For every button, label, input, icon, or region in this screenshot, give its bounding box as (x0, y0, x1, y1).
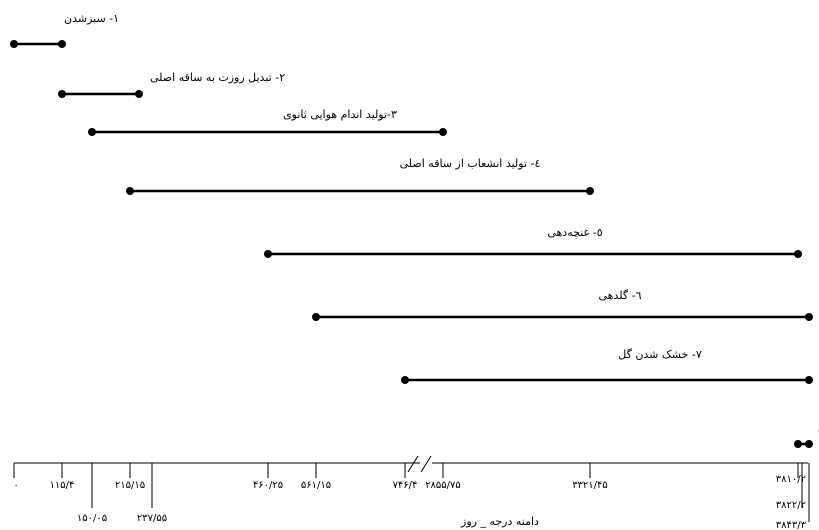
stage-2: ۲- تبدیل روزت به ساقه اصلی (58, 71, 285, 98)
axis-tick-label: ۷۴۶/۴ (393, 480, 418, 491)
stage-start-dot (401, 376, 409, 384)
axis-tick-label: ۳۸۲۲/۲ (776, 500, 806, 511)
axis-break-mark-2 (420, 455, 432, 473)
axis-tick-label: ۲۸۵۵/۷۵ (425, 480, 461, 491)
stage-end-dot (794, 250, 802, 258)
stage-label: ٥- غنچه‌دهی (547, 226, 602, 239)
axis-tick-label: ۳۳۲۱/۴۵ (572, 480, 608, 491)
stage-end-dot (58, 40, 66, 48)
stage-label: ٤- تولید انشعاب از ساقه اصلی (400, 157, 541, 170)
stage-start-dot (10, 40, 18, 48)
stage-5: ٥- غنچه‌دهی (264, 226, 802, 258)
axis-tick-label: ۳۸۱۰/۲ (776, 474, 806, 485)
stage-label: ۳-تولید اندام هوایی ثانوی (283, 108, 397, 121)
stage-3: ۳-تولید اندام هوایی ثانوی (88, 108, 447, 136)
axis-layer: دامنه درجه _ روز ۰ ۱۱۵/۴ ۱۵۰/۰۵ ۲۱۵/۱۵ ۲۳۷/۵… (13, 455, 810, 530)
stage-start-dot (264, 250, 272, 258)
stage-end-dot (439, 128, 447, 136)
axis-tick-label: ۲۳۷/۵۵ (137, 513, 167, 524)
stage-label: ۱- سبزشدن (64, 12, 119, 25)
stage-end-dot (586, 187, 594, 195)
axis-tick-label: ۰ (13, 480, 18, 491)
axis-tick-label: ۱۵۰/۰۵ (77, 513, 107, 524)
axis-tick-label: ۱۱۵/۴ (50, 480, 75, 491)
stage-label: ٦- گلدهی (598, 289, 641, 302)
stage-end-dot (805, 440, 813, 448)
axis-tick-label: ۴۶۰/۲۵ (253, 480, 283, 491)
stage-start-dot (58, 90, 66, 98)
stage-label: ۲- تبدیل روزت به ساقه اصلی (150, 71, 285, 84)
axis-tick-label: ۲۱۵/۱۵ (115, 480, 145, 491)
stage-start-dot (794, 440, 802, 448)
axis-break-mark-1 (407, 455, 419, 473)
stage-label: ۷- خشک شدن گل (618, 348, 702, 361)
stage-8: ۸- زرد شدن اندام هوایی (794, 422, 819, 448)
stage-6: ٦- گلدهی (312, 289, 813, 321)
stage-4: ٤- تولید انشعاب از ساقه اصلی (126, 157, 594, 195)
stage-7: ۷- خشک شدن گل (401, 348, 813, 384)
stage-end-dot (805, 376, 813, 384)
stage-1: ۱- سبزشدن (10, 12, 119, 48)
stage-start-dot (88, 128, 96, 136)
axis-tick-label: ۵۶۱/۱۵ (301, 480, 331, 491)
stage-end-dot (135, 90, 143, 98)
stage-start-dot (312, 313, 320, 321)
stage-end-dot (805, 313, 813, 321)
axis-tick-label: ۳۸۴۳/۳ (776, 520, 807, 530)
stages-layer: ۱- سبزشدن ۲- تبدیل روزت به ساقه اصلی ۳-تول… (10, 12, 819, 448)
axis-title: دامنه درجه _ روز (460, 515, 539, 528)
stage-start-dot (126, 187, 134, 195)
